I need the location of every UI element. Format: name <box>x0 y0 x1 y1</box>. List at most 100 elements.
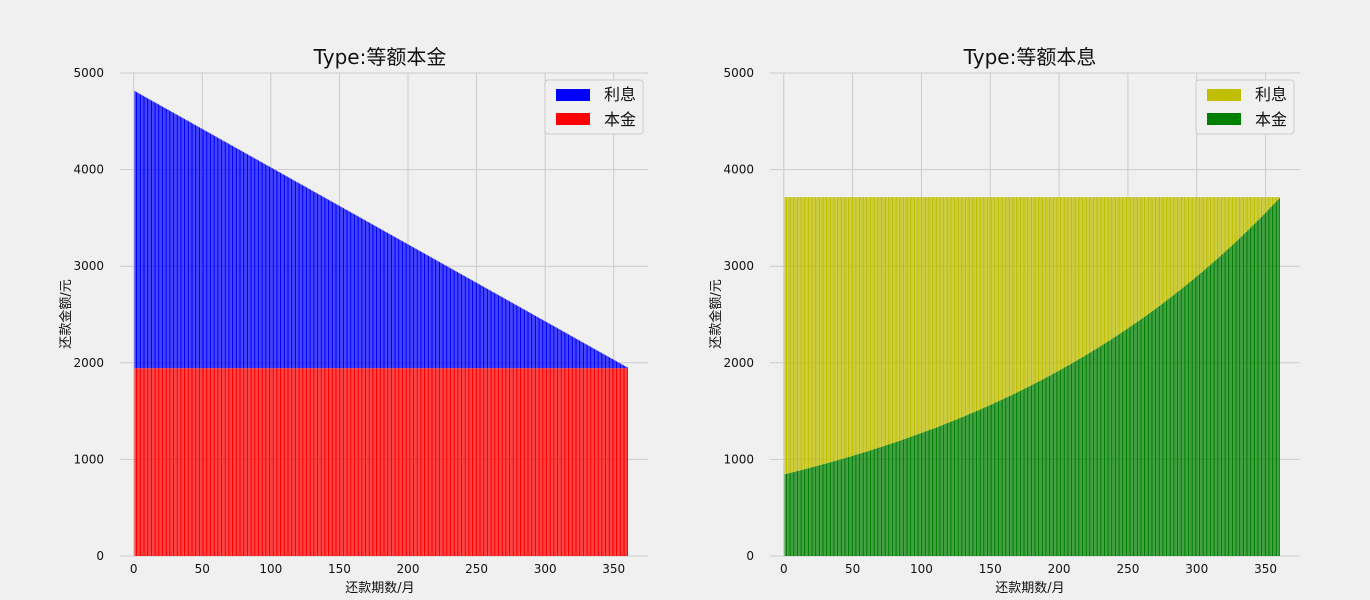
x-tick-label: 250 <box>1116 562 1139 576</box>
interest-bar <box>256 159 258 369</box>
principal-bar <box>458 368 460 556</box>
principal-bar <box>395 368 397 556</box>
interest-bar <box>849 197 851 457</box>
interest-bar <box>485 288 487 369</box>
principal-bar <box>1256 221 1258 556</box>
interest-bar <box>271 168 273 369</box>
interest-bar <box>400 240 402 369</box>
principal-bar <box>419 368 421 556</box>
principal-bar <box>930 429 932 556</box>
principal-bar <box>485 368 487 556</box>
interest-bar <box>1271 197 1274 206</box>
principal-bar <box>370 368 372 556</box>
principal-bar <box>1066 365 1068 556</box>
interest-bar <box>622 365 624 369</box>
interest-bar <box>382 230 384 369</box>
principal-bar <box>417 368 419 556</box>
principal-bar <box>1141 318 1143 556</box>
interest-bar <box>484 287 486 369</box>
principal-bar <box>390 368 393 556</box>
interest-bar <box>323 197 325 369</box>
interest-bar <box>159 105 161 369</box>
principal-bar <box>588 368 590 556</box>
principal-bar <box>582 368 585 556</box>
principal-bar <box>615 368 618 556</box>
interest-bar <box>1035 197 1037 384</box>
interest-bar <box>958 197 960 419</box>
principal-bar <box>836 460 839 556</box>
principal-bar <box>470 368 472 556</box>
principal-bar <box>1192 279 1194 556</box>
principal-bar <box>1220 254 1223 557</box>
principal-bar <box>149 368 151 556</box>
principal-bar <box>1088 353 1090 556</box>
principal-bar <box>1164 301 1166 556</box>
principal-bar <box>1114 336 1117 556</box>
principal-bar <box>334 368 336 556</box>
interest-bar <box>140 94 142 369</box>
interest-bar <box>1059 197 1062 370</box>
interest-bar <box>845 197 847 458</box>
interest-bar <box>868 197 870 451</box>
principal-bar <box>496 368 498 556</box>
interest-bar <box>836 197 839 461</box>
principal-bar <box>345 368 347 556</box>
principal-bar <box>1171 296 1173 556</box>
interest-bar <box>430 257 432 369</box>
interest-bar <box>532 314 534 369</box>
interest-bar <box>922 197 924 433</box>
interest-bar <box>947 197 949 424</box>
interest-bar <box>1002 197 1004 400</box>
interest-bar <box>574 338 576 369</box>
interest-bar <box>1223 197 1225 253</box>
interest-bar <box>926 197 928 431</box>
interest-bar <box>500 296 502 369</box>
principal-bar <box>600 368 602 556</box>
interest-bar <box>252 157 254 369</box>
interest-bar <box>528 312 530 369</box>
interest-bar <box>999 197 1001 401</box>
principal-bar <box>1243 234 1245 557</box>
principal-bar <box>349 368 351 556</box>
interest-bar <box>344 208 346 369</box>
interest-bar <box>1190 197 1192 281</box>
principal-bar <box>1225 251 1227 556</box>
interest-bar <box>179 116 181 369</box>
y-axis-label: 还款金额/元 <box>708 279 724 348</box>
interest-bar <box>1013 197 1015 395</box>
principal-bar <box>1193 278 1195 556</box>
interest-bar <box>938 197 940 427</box>
principal-bar <box>544 368 546 556</box>
principal-bar <box>1028 386 1030 556</box>
interest-bar <box>146 98 148 369</box>
interest-bar <box>1265 197 1267 213</box>
interest-bar <box>886 197 888 445</box>
principal-bar <box>386 368 388 556</box>
interest-bar <box>459 273 461 369</box>
interest-bar <box>603 354 605 369</box>
interest-bar <box>1176 197 1179 293</box>
principal-bar <box>1198 274 1201 556</box>
x-axis-label: 还款期数/月 <box>345 581 414 596</box>
interest-bar <box>188 121 190 369</box>
principal-bar <box>1236 241 1238 556</box>
interest-bar <box>171 112 173 369</box>
principal-bar <box>1018 391 1020 556</box>
interest-bar <box>270 167 272 369</box>
interest-bar <box>423 253 426 369</box>
principal-bar <box>1204 269 1206 556</box>
principal-bar <box>273 368 275 556</box>
interest-bar <box>476 282 478 369</box>
interest-bar <box>933 197 935 429</box>
principal-bar <box>189 368 191 556</box>
interest-bar <box>1053 197 1055 374</box>
principal-bar <box>486 368 489 556</box>
principal-bar <box>338 368 340 556</box>
principal-bar <box>241 368 243 556</box>
principal-bar <box>1119 333 1121 556</box>
interest-bar <box>1172 197 1174 296</box>
interest-bar <box>978 197 980 410</box>
principal-bar <box>256 368 258 556</box>
interest-bar <box>467 278 469 369</box>
interest-bar <box>1092 197 1095 351</box>
